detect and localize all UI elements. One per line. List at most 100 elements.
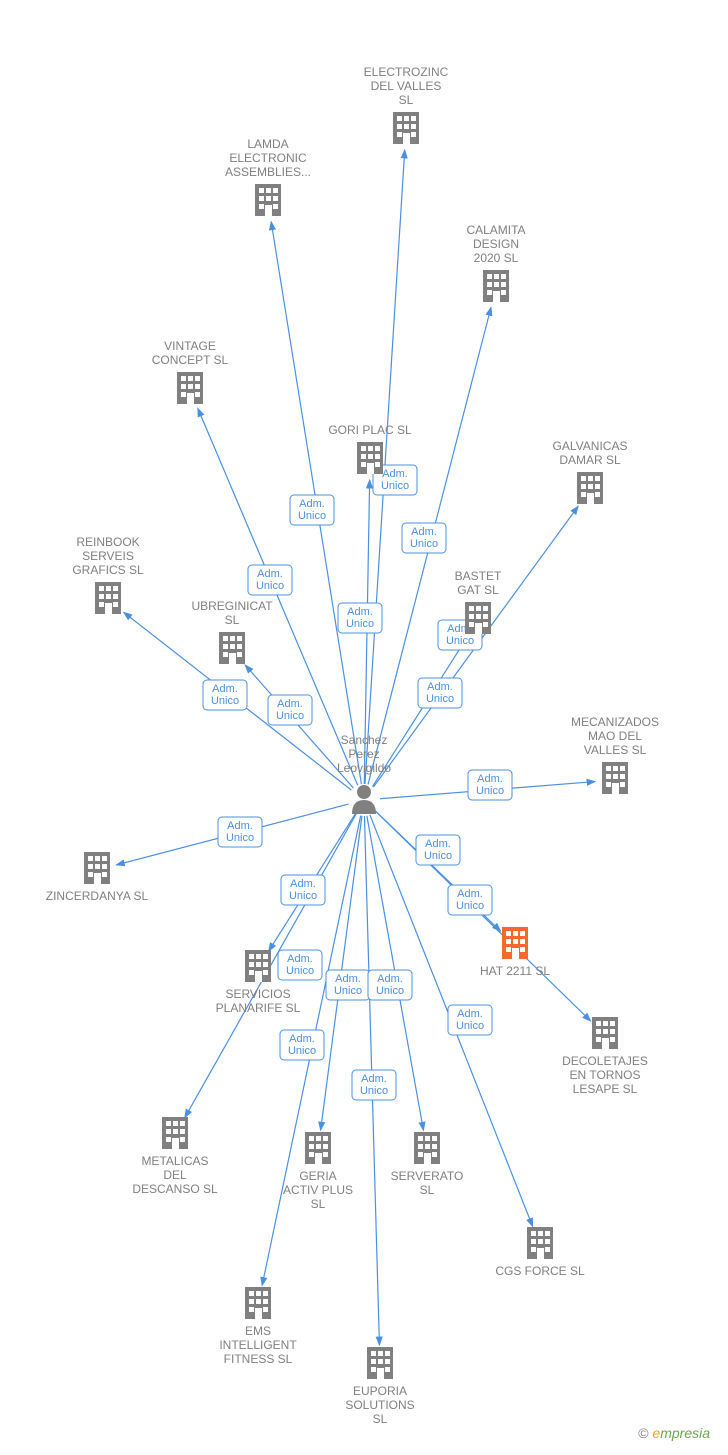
node-label-geria: SL	[311, 1197, 326, 1211]
node-zincerdanya: ZINCERDANYA SL	[46, 852, 149, 903]
edge-label-text-cgs: Adm.	[457, 1008, 483, 1020]
edge-label-text-galvanicas: Unico	[446, 635, 474, 647]
building-icon	[393, 112, 419, 144]
edge-label-text-mecanizados: Unico	[476, 785, 504, 797]
node-label-euporia: SL	[373, 1412, 388, 1426]
building-icon	[255, 184, 281, 216]
node-label-euporia: EUPORIA	[353, 1384, 407, 1398]
edge-label-text-lamda: Adm.	[299, 498, 325, 510]
edge-label-text-goriplac: Adm.	[347, 606, 373, 618]
node-serverato: SERVERATOSL	[391, 1132, 464, 1197]
node-label-reinbook: GRAFICS SL	[72, 563, 144, 577]
building-icon	[177, 372, 203, 404]
node-label-decoletajes: DECOLETAJES	[562, 1054, 648, 1068]
building-icon	[527, 1227, 553, 1259]
node-electrozinc: ELECTROZINCDEL VALLESSL	[364, 65, 449, 144]
node-label-metalicas: METALICAS	[141, 1154, 208, 1168]
edge-label-text-zincerdanya: Adm.	[227, 820, 253, 832]
node-label-lamda: LAMDA	[247, 137, 288, 151]
building-icon	[245, 1287, 271, 1319]
center-label: Leovigildo	[337, 761, 391, 775]
node-label-lamda: ELECTRONIC	[229, 151, 307, 165]
building-icon	[84, 852, 110, 884]
node-label-electrozinc: DEL VALLES	[371, 79, 442, 93]
node-label-bastet: GAT SL	[457, 583, 499, 597]
edge-label-text-bastet: Unico	[426, 693, 454, 705]
edge-label-text-geria: Adm.	[335, 973, 361, 985]
edge-label-text-calamita: Unico	[410, 538, 438, 550]
node-label-goriplac: GORI PLAC SL	[328, 423, 412, 437]
node-label-ems: FITNESS SL	[224, 1352, 293, 1366]
node-label-serverato: SL	[420, 1183, 435, 1197]
node-label-servicios: PLANARIFE SL	[216, 1001, 301, 1015]
edge-label-text-goriplac: Unico	[346, 618, 374, 630]
node-lamda: LAMDAELECTRONICASSEMBLIES...	[225, 137, 311, 216]
building-icon	[592, 1017, 618, 1049]
building-icon	[483, 270, 509, 302]
node-decoletajes: DECOLETAJESEN TORNOSLESAPE SL	[562, 1017, 648, 1096]
building-icon	[162, 1117, 188, 1149]
node-label-vintage: CONCEPT SL	[152, 353, 229, 367]
edge-label-text-zincerdanya: Unico	[226, 832, 254, 844]
edge-label-text-calamita: Adm.	[411, 526, 437, 538]
node-label-galvanicas: DAMAR SL	[559, 453, 621, 467]
node-label-mecanizados: MAO DEL	[588, 729, 642, 743]
edge-label-text-metalicas: Unico	[286, 965, 314, 977]
edge-label-text-euporia: Adm.	[361, 1073, 387, 1085]
node-label-mecanizados: MECANIZADOS	[571, 715, 659, 729]
building-icon	[95, 582, 121, 614]
edge-label-text-electrozinc: Unico	[381, 480, 409, 492]
building-icon	[245, 950, 271, 982]
node-label-metalicas: DEL	[163, 1168, 187, 1182]
edge-label-text-ubreginicat: Adm.	[277, 698, 303, 710]
node-label-zincerdanya: ZINCERDANYA SL	[46, 889, 149, 903]
node-label-reinbook: SERVEIS	[82, 549, 134, 563]
brand-part2: mpresia	[660, 1425, 710, 1441]
node-galvanicas: GALVANICASDAMAR SL	[553, 439, 628, 504]
edge-vintage	[198, 408, 358, 785]
edge-label-text-electrozinc: Adm.	[382, 468, 408, 480]
node-geria: GERIAACTIV PLUSSL	[283, 1132, 353, 1211]
edge-label-text-lamda: Unico	[298, 510, 326, 522]
node-calamita: CALAMITADESIGN2020 SL	[466, 223, 525, 302]
node-label-ubreginicat: UBREGINICAT	[191, 599, 273, 613]
node-euporia: EUPORIASOLUTIONSSL	[345, 1347, 414, 1426]
center-label: Sanchez	[341, 733, 388, 747]
node-label-euporia: SOLUTIONS	[345, 1398, 414, 1412]
node-metalicas: METALICASDELDESCANSO SL	[132, 1117, 218, 1196]
edge-label-text-servicios: Unico	[289, 890, 317, 902]
building-icon	[414, 1132, 440, 1164]
edge-label-text-ems: Unico	[288, 1045, 316, 1057]
node-ubreginicat: UBREGINICATSL	[191, 599, 273, 664]
node-label-galvanicas: GALVANICAS	[553, 439, 628, 453]
node-label-servicios: SERVICIOS	[225, 987, 290, 1001]
node-label-ems: EMS	[245, 1324, 271, 1338]
edge-label-text-bastet: Adm.	[427, 681, 453, 693]
node-label-serverato: SERVERATO	[391, 1169, 464, 1183]
node-label-lamda: ASSEMBLIES...	[225, 165, 311, 179]
node-label-calamita: DESIGN	[473, 237, 519, 251]
edge-label-text-hat2211: Unico	[456, 900, 484, 912]
edge-label-text-hat2211: Adm.	[457, 888, 483, 900]
building-icon	[465, 602, 491, 634]
footer: © empresia	[638, 1425, 710, 1441]
node-label-cgs: CGS FORCE SL	[495, 1264, 585, 1278]
edge-label-text-reinbook: Unico	[211, 695, 239, 707]
building-icon	[602, 762, 628, 794]
edge-label-text-euporia: Unico	[360, 1085, 388, 1097]
node-label-calamita: CALAMITA	[466, 223, 525, 237]
edge-label-text-vintage: Adm.	[257, 568, 283, 580]
node-hat2211: HAT 2211 SL	[480, 927, 550, 978]
center-label: Perez	[348, 747, 379, 761]
node-reinbook: REINBOOKSERVEISGRAFICS SL	[72, 535, 144, 614]
node-label-calamita: 2020 SL	[474, 251, 519, 265]
building-icon	[219, 632, 245, 664]
edge-label-text-decoletajes: Unico	[424, 850, 452, 862]
building-icon	[357, 442, 383, 474]
node-label-ubreginicat: SL	[225, 613, 240, 627]
node-label-vintage: VINTAGE	[164, 339, 216, 353]
building-icon	[502, 927, 528, 959]
edge-label-text-cgs: Unico	[456, 1020, 484, 1032]
node-vintage: VINTAGECONCEPT SL	[152, 339, 229, 404]
edge-label-text-mecanizados: Adm.	[477, 773, 503, 785]
